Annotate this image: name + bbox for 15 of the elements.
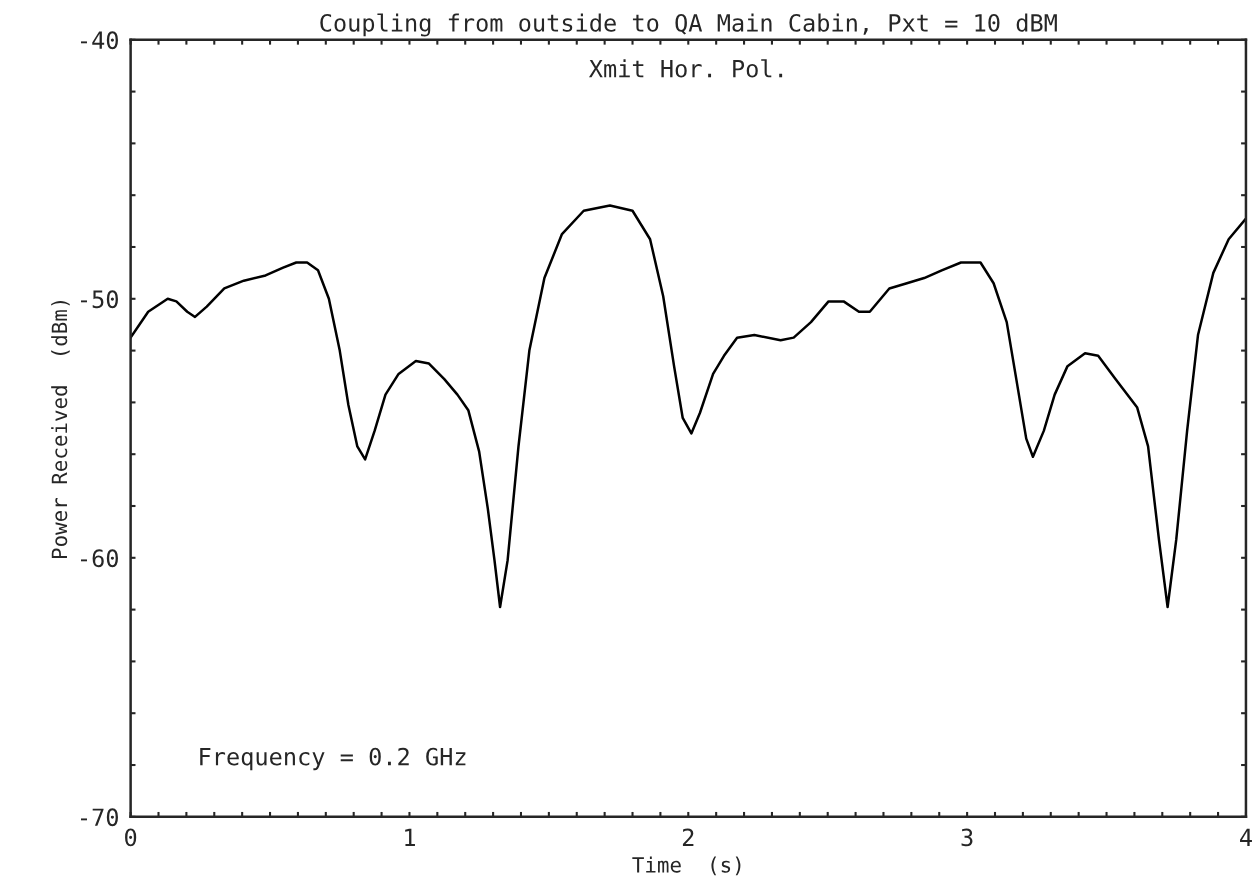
- x-tick-label: 2: [682, 828, 694, 846]
- annotation: Xmit Hor. Pol.: [588, 59, 783, 78]
- x-axis-title: Time (s): [632, 856, 741, 876]
- annotation: Frequency = 0.2 GHz: [200, 747, 466, 771]
- x-tick-label: 0: [125, 828, 137, 847]
- y-tick-label: -70: [80, 808, 118, 827]
- y-tick-label: -40: [80, 31, 118, 50]
- y-axis-title: Power Received (dBm): [51, 300, 70, 558]
- chart-title: Coupling from outside to QA Main Cabin, Pxt = 10 dBM: [320, 13, 1057, 37]
- x-tick-label: 1: [405, 828, 415, 846]
- x-tick-label: 3: [961, 828, 973, 847]
- x-tick-label: 4: [1240, 828, 1252, 846]
- line-series: [130, 204, 1246, 609]
- y-tick-label: -60: [80, 549, 118, 568]
- y-tick-label: -50: [80, 290, 118, 309]
